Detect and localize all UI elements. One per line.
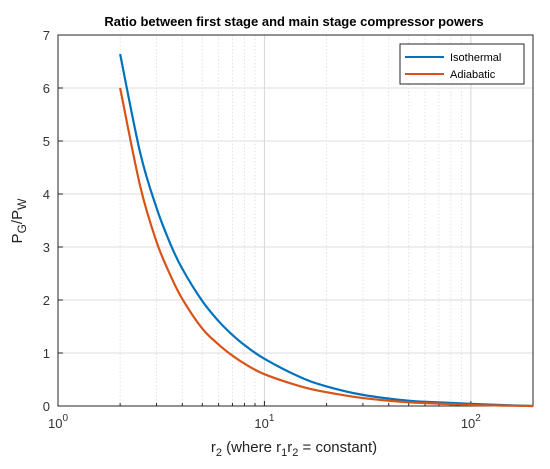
y-tick-label: 0 <box>43 399 50 414</box>
legend-label-adiabatic: Adiabatic <box>450 69 496 81</box>
legend-label-isothermal: Isothermal <box>450 52 501 64</box>
y-tick-label: 2 <box>43 293 50 308</box>
y-tick-label: 7 <box>43 28 50 43</box>
y-tick-label: 4 <box>43 187 50 202</box>
y-tick-label: 1 <box>43 346 50 361</box>
x-tick-label: 102 <box>461 413 481 431</box>
series-line-isothermal <box>119 53 534 408</box>
plot-area <box>57 34 534 407</box>
x-axis-label: r2 (where r1r2 = constant) <box>211 439 377 459</box>
y-tick-label: 5 <box>43 134 50 149</box>
y-tick-labels: 0 1 2 3 4 5 6 7 <box>43 28 50 414</box>
series-line-adiabatic <box>119 87 534 408</box>
y-tick-label: 6 <box>43 81 50 96</box>
series-lines <box>119 53 534 408</box>
x-tick-labels: 100 101 102 <box>48 413 481 431</box>
legend-box <box>399 43 525 85</box>
legend: Isothermal Adiabatic <box>399 43 525 85</box>
y-tick-label: 3 <box>43 240 50 255</box>
x-tick-label: 100 <box>48 413 68 431</box>
chart-title: Ratio between first stage and main stage… <box>104 14 483 29</box>
x-tick-label: 101 <box>254 413 274 431</box>
y-axis-label: PG/PW <box>9 198 29 244</box>
axis-ticks <box>57 34 534 407</box>
